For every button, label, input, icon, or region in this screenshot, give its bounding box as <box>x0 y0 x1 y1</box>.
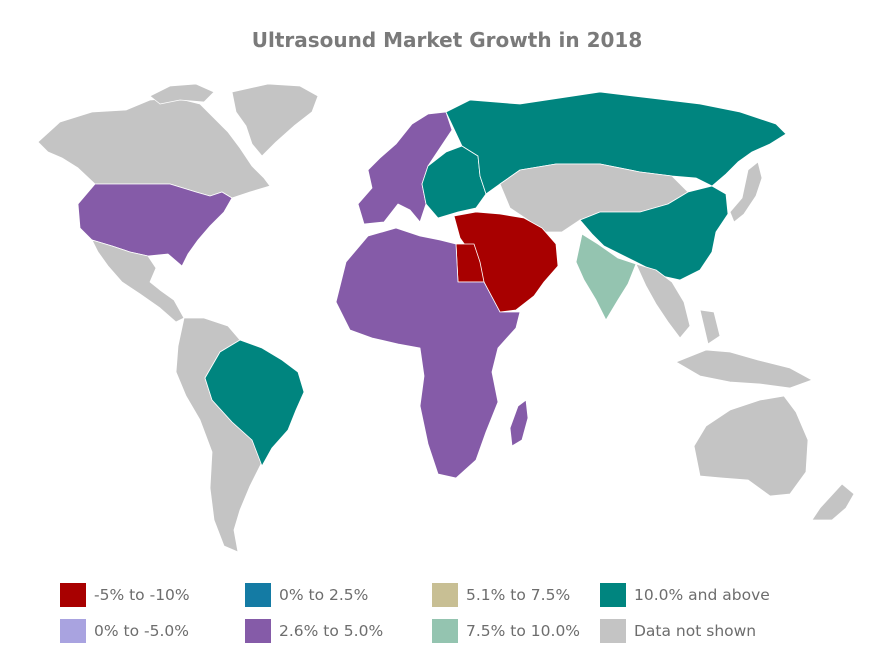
region-russia[interactable] <box>445 91 787 195</box>
region-india[interactable] <box>575 233 637 321</box>
legend-item-2-6-to-5-0: 2.6% to 5.0% <box>245 619 383 643</box>
legend-swatch <box>60 619 86 643</box>
legend-item-0-to-2-5: 0% to 2.5% <box>245 583 368 607</box>
region-australia[interactable] <box>693 395 809 497</box>
legend-label: 10.0% and above <box>634 586 770 604</box>
legend-item-7-5-to-10-0: 7.5% to 10.0% <box>432 619 580 643</box>
map-title: Ultrasound Market Growth in 2018 <box>251 28 643 52</box>
legend-swatch <box>600 619 626 643</box>
region-eastern-europe[interactable] <box>421 145 487 219</box>
legend-label: 2.6% to 5.0% <box>279 622 384 640</box>
legend-item-data-not-shown: Data not shown <box>600 619 756 643</box>
region-africa[interactable] <box>335 227 521 479</box>
legend-item-10-and-above: 10.0% and above <box>600 583 770 607</box>
region-greenland[interactable] <box>231 83 319 157</box>
legend-swatch <box>600 583 626 607</box>
region-southeast-asia[interactable] <box>635 263 813 389</box>
region-china[interactable] <box>579 185 729 281</box>
legend-label: Data not shown <box>634 622 757 640</box>
legend-swatch <box>60 583 86 607</box>
legend-label: 5.1% to 7.5% <box>466 586 571 604</box>
region-arctic-islands[interactable] <box>149 83 215 105</box>
legend-swatch <box>432 583 458 607</box>
legend-swatch <box>432 619 458 643</box>
region-mexico-central-america[interactable] <box>91 239 185 323</box>
legend-label: -5% to -10% <box>94 586 190 604</box>
region-canada-alaska[interactable] <box>37 97 271 199</box>
legend-label: 7.5% to 10.0% <box>466 622 581 640</box>
legend-label: 0% to -5.0% <box>94 622 189 640</box>
legend-swatch <box>245 619 271 643</box>
region-madagascar[interactable] <box>509 399 529 447</box>
legend-item-5-1-to-7-5: 5.1% to 7.5% <box>432 583 570 607</box>
region-new-zealand[interactable] <box>811 483 855 521</box>
legend-item-0-to-neg5: 0% to -5.0% <box>60 619 189 643</box>
legend-item-neg5-to-neg10: -5% to -10% <box>60 583 190 607</box>
legend-swatch <box>245 583 271 607</box>
region-brazil[interactable] <box>204 339 305 467</box>
region-japan[interactable] <box>729 161 763 223</box>
legend-label: 0% to 2.5% <box>279 586 369 604</box>
